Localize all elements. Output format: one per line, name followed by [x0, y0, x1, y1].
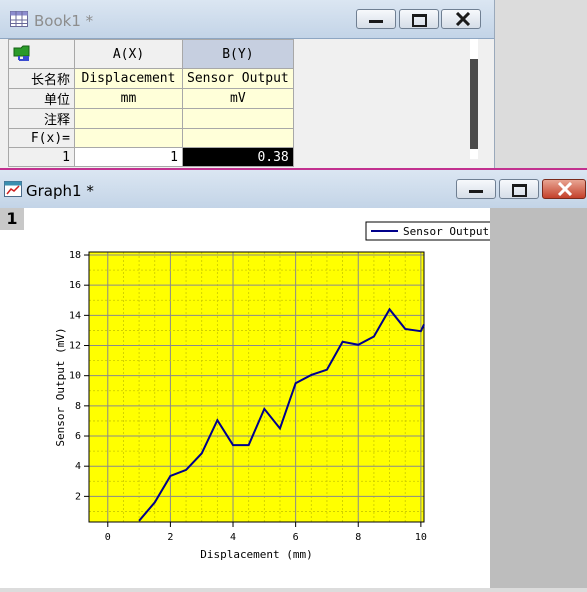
- page-margin-area: [490, 208, 587, 588]
- maximize-icon: [412, 14, 427, 27]
- cell-a-unit[interactable]: mm: [75, 89, 183, 109]
- y-tick-label: 10: [69, 371, 81, 382]
- graph-maximize-button[interactable]: [499, 179, 539, 199]
- cell-b-long-name[interactable]: Sensor Output: [183, 69, 294, 89]
- y-tick-label: 4: [75, 461, 81, 472]
- cell-b-comment[interactable]: [183, 109, 294, 129]
- cell-b-unit[interactable]: mV: [183, 89, 294, 109]
- x-tick-label: 10: [415, 532, 427, 543]
- y-tick-label: 8: [75, 401, 81, 412]
- y-tick-label: 12: [69, 341, 81, 352]
- cell-a-formula[interactable]: [75, 129, 183, 148]
- column-header-a[interactable]: A(X): [75, 40, 183, 69]
- graph-minimize-button[interactable]: [456, 179, 496, 199]
- graph-page[interactable]: 1 0 2 4 6 8 10 2 4 6 8 10 12 14 16 18 Displacement (mm)…: [0, 208, 490, 588]
- line-chart[interactable]: 0 2 4 6 8 10 2 4 6 8 10 12 14 16 18 Displacement (mm) Se…: [0, 208, 490, 588]
- row-label-long-name[interactable]: 长名称: [9, 69, 75, 89]
- book-minimize-button[interactable]: [356, 9, 396, 29]
- graph-close-button[interactable]: [542, 179, 586, 199]
- graph-title-bar[interactable]: Graph1 *: [0, 170, 587, 209]
- close-icon: [557, 182, 573, 196]
- row-label-unit[interactable]: 单位: [9, 89, 75, 109]
- cell-a-long-name[interactable]: Displacement: [75, 69, 183, 89]
- row-number[interactable]: 1: [9, 148, 75, 167]
- x-tick-label: 6: [293, 532, 299, 543]
- book-maximize-button[interactable]: [399, 9, 439, 29]
- close-icon: [455, 12, 471, 26]
- book-close-button[interactable]: [441, 9, 481, 29]
- column-header-b[interactable]: B(Y): [183, 40, 294, 69]
- row-label-formula[interactable]: F(x)=: [9, 129, 75, 148]
- x-tick-label: 2: [167, 532, 173, 543]
- x-tick-label: 8: [355, 532, 361, 543]
- y-axis-title: Sensor Output (mV): [54, 327, 67, 446]
- book-window: Book1 * A(X): [0, 0, 495, 168]
- select-all-corner[interactable]: [9, 40, 75, 69]
- x-tick-label: 0: [105, 532, 111, 543]
- cell-a-comment[interactable]: [75, 109, 183, 129]
- x-axis-title: Displacement (mm): [200, 548, 313, 561]
- layer-indicator[interactable]: 1: [0, 208, 24, 230]
- book-vertical-scrollbar[interactable]: [470, 39, 478, 159]
- maximize-icon: [512, 184, 527, 197]
- minimize-icon: [369, 20, 383, 23]
- y-tick-label: 6: [75, 431, 81, 442]
- cell-a1[interactable]: 1: [75, 148, 183, 167]
- y-tick-label: 2: [75, 491, 81, 502]
- graph-icon: [4, 181, 22, 197]
- scrollbar-thumb[interactable]: [470, 59, 478, 149]
- worksheet-grid: A(X) B(Y) 长名称 Displacement Sensor Output…: [8, 39, 294, 167]
- minimize-icon: [469, 190, 483, 193]
- book-title-bar[interactable]: Book1 *: [0, 0, 494, 39]
- y-tick-label: 14: [69, 310, 81, 321]
- y-tick-label: 16: [69, 280, 81, 291]
- cell-b-formula[interactable]: [183, 129, 294, 148]
- cell-b1[interactable]: 0.38: [183, 148, 294, 167]
- book-title: Book1 *: [34, 12, 93, 30]
- legend-label: Sensor Output: [403, 225, 489, 238]
- graph-title: Graph1 *: [26, 182, 94, 200]
- y-tick-label: 18: [69, 250, 81, 261]
- worksheet-icon: [10, 11, 28, 27]
- folder-link-icon: [13, 44, 35, 64]
- graph-window: Graph1 * 1 0 2 4 6 8 10 2 4 6 8 10 12 14 16 18 Displace…: [0, 168, 587, 586]
- row-label-comment[interactable]: 注释: [9, 109, 75, 129]
- x-tick-label: 4: [230, 532, 236, 543]
